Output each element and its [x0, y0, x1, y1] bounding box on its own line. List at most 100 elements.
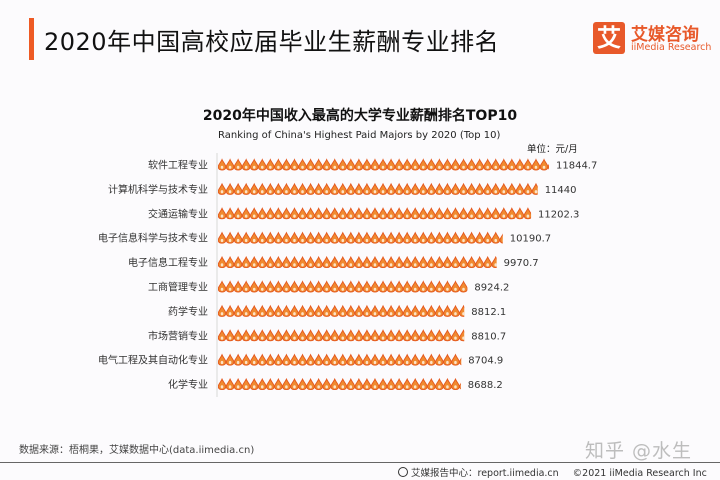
- droplet-icon: [435, 255, 444, 269]
- droplet-icon: [459, 382, 461, 390]
- droplet-highlight: [293, 385, 296, 389]
- bar: [218, 353, 462, 366]
- droplet-highlight: [285, 263, 288, 267]
- droplet-icon: [249, 207, 259, 220]
- droplet-icon: [370, 353, 380, 366]
- droplet-icon: [346, 255, 356, 269]
- droplet-icon: [225, 280, 235, 293]
- droplet-icon: [386, 231, 396, 244]
- droplet-icon: [338, 353, 348, 366]
- droplet-highlight: [454, 190, 457, 194]
- droplet-highlight: [244, 238, 248, 243]
- droplet-icon: [298, 182, 307, 195]
- droplet-icon: [402, 377, 412, 391]
- droplet-highlight: [373, 263, 377, 267]
- droplet-highlight: [405, 385, 409, 389]
- droplet-icon: [306, 231, 315, 244]
- droplet-highlight: [244, 214, 248, 218]
- droplet-icon: [459, 231, 468, 244]
- droplet-icon: [354, 231, 364, 244]
- droplet-highlight: [228, 165, 232, 169]
- droplet-icon: [410, 304, 420, 317]
- droplet-highlight: [309, 336, 312, 340]
- droplet-icon: [523, 182, 533, 195]
- droplet-icon: [241, 329, 251, 342]
- droplet-highlight: [285, 214, 288, 218]
- droplet-icon: [386, 304, 396, 317]
- watermark: 知乎 @水生: [585, 440, 693, 462]
- droplet-highlight: [373, 238, 377, 243]
- droplet-icon: [515, 207, 525, 220]
- droplet-icon: [233, 280, 243, 293]
- droplet-icon: [338, 231, 348, 244]
- droplet-icon: [467, 182, 476, 195]
- droplet-highlight: [269, 336, 272, 340]
- droplet-icon: [274, 353, 283, 366]
- droplet-highlight: [470, 238, 473, 243]
- droplet-highlight: [357, 287, 361, 291]
- droplet-highlight: [494, 214, 498, 218]
- droplet-icon: [378, 353, 388, 366]
- droplet-icon: [258, 158, 267, 171]
- droplet-highlight: [309, 165, 312, 169]
- droplet-icon: [370, 377, 380, 391]
- droplet-highlight: [462, 190, 465, 194]
- droplet-icon: [443, 182, 452, 195]
- droplet-icon: [483, 182, 492, 195]
- droplet-icon: [362, 207, 372, 220]
- droplet-highlight: [277, 214, 280, 218]
- droplet-icon: [419, 158, 428, 171]
- droplet-icon: [233, 304, 243, 317]
- droplet-icon: [330, 182, 339, 195]
- report-center-link[interactable]: 艾媒报告中心：report.iimedia.cn: [411, 468, 559, 479]
- droplet-icon: [459, 207, 468, 220]
- droplet-highlight: [285, 312, 288, 316]
- droplet-highlight: [486, 214, 489, 218]
- droplet-icon: [370, 207, 380, 220]
- value-label: 8704.9: [468, 356, 503, 367]
- droplet-highlight: [421, 385, 425, 389]
- droplet-icon: [266, 377, 275, 391]
- droplet-icon: [410, 255, 420, 269]
- value-label: 8810.7: [471, 331, 506, 342]
- droplet-highlight: [277, 360, 280, 365]
- droplet-highlight: [341, 190, 345, 194]
- droplet-highlight: [325, 385, 328, 389]
- droplet-highlight: [341, 385, 345, 389]
- droplet-icon: [322, 255, 331, 269]
- droplet-icon: [410, 158, 420, 171]
- droplet-icon: [419, 207, 428, 220]
- droplet-highlight: [260, 287, 264, 291]
- droplet-icon: [218, 231, 227, 244]
- droplet-highlight: [325, 165, 328, 169]
- droplet-highlight: [244, 263, 248, 267]
- droplet-icon: [218, 377, 227, 391]
- droplet-icon: [330, 353, 339, 366]
- droplet-highlight: [317, 312, 320, 316]
- droplet-highlight: [430, 190, 433, 194]
- droplet-icon: [467, 231, 476, 244]
- droplet-icon: [322, 377, 331, 391]
- droplet-highlight: [333, 287, 337, 291]
- droplet-icon: [410, 231, 420, 244]
- droplet-icon: [233, 182, 243, 195]
- droplet-icon: [314, 377, 323, 391]
- droplet-highlight: [285, 336, 288, 340]
- droplet-icon: [523, 207, 532, 220]
- droplet-highlight: [309, 190, 312, 194]
- droplet-highlight: [454, 360, 457, 365]
- droplet-icon: [290, 255, 299, 269]
- droplet-highlight: [309, 312, 312, 316]
- droplet-icon: [507, 207, 517, 220]
- droplet-highlight: [252, 287, 256, 291]
- droplet-highlight: [438, 360, 441, 365]
- droplet-icon: [419, 304, 428, 317]
- droplet-highlight: [317, 238, 320, 243]
- droplet-icon: [249, 231, 259, 244]
- droplet-icon: [386, 182, 396, 195]
- droplet-icon: [378, 280, 388, 293]
- droplet-highlight: [333, 214, 337, 218]
- iimedia-logo: 艾 艾媒咨询 iiMedia Research: [593, 20, 713, 60]
- droplet-highlight: [301, 238, 304, 243]
- droplet-icon: [475, 207, 484, 220]
